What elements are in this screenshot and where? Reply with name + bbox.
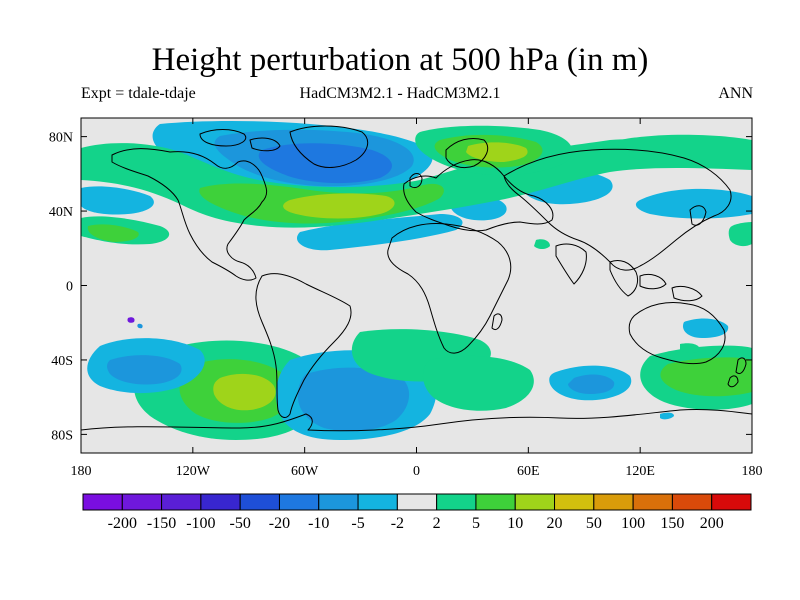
colorbar-swatch: [200, 493, 241, 511]
colorbar-label: 200: [700, 515, 724, 532]
colorbar-label: 2: [433, 515, 441, 532]
colorbar-swatch: [161, 493, 202, 511]
contour-indian-green: [422, 355, 534, 411]
colorbar-label: 100: [621, 515, 645, 532]
coast-madagascar: [491, 313, 503, 331]
y-tick-label: 40N: [49, 205, 73, 220]
colorbar-label: 50: [586, 515, 602, 532]
contour-tiny-blue: [660, 412, 674, 420]
contour-satl-mid: [297, 367, 410, 432]
season-label: ANN: [718, 85, 753, 102]
contour-scandinavia-core: [466, 142, 528, 162]
y-tick-label: 0: [66, 280, 73, 295]
coast-europe: [403, 159, 554, 232]
colorbar-label: -200: [108, 515, 137, 532]
axis-ticks: [80, 118, 753, 453]
model-label: HadCM3M2.1 - HadCM3M2.1: [299, 85, 501, 102]
page-title: Height perturbation at 500 hPa (in m): [151, 42, 649, 78]
colorbar-swatch: [514, 493, 556, 511]
map-area: [81, 118, 752, 453]
contour-northpac-band: [87, 224, 139, 242]
contour-westpac-green: [617, 134, 752, 167]
coast-japan: [689, 205, 707, 226]
colorbar-label: -150: [147, 515, 176, 532]
colorbar-label: -5: [351, 515, 364, 532]
colorbar-swatch: [396, 493, 438, 511]
colorbar-swatch: [671, 493, 713, 511]
contour-mideast-green: [534, 239, 550, 249]
coast-south-america: [255, 273, 352, 418]
colorbar-swatch: [82, 493, 123, 511]
x-tick-label: 0: [413, 464, 420, 479]
contour-npac-blue: [81, 186, 154, 215]
colorbar-swatch: [475, 493, 516, 511]
contour-tasman-band: [660, 357, 752, 397]
colorbar-label: -50: [230, 515, 251, 532]
colorbar-swatch: [318, 493, 359, 511]
coast-greenland: [289, 125, 369, 168]
coast-arctic-islands: [199, 129, 281, 152]
coast-india: [555, 243, 587, 285]
x-tick-label: 120W: [176, 464, 211, 479]
colorbar-label: 150: [660, 515, 684, 532]
colorbar-swatch: [121, 493, 163, 511]
colorbar-label: -10: [308, 515, 329, 532]
coastlines: [81, 125, 752, 432]
contour-atlantic-core: [283, 193, 395, 219]
contour-arctic-deep-blue: [258, 143, 392, 184]
colorbar-swatch: [436, 493, 477, 511]
x-tick-label: 180: [742, 464, 763, 479]
colorbar-label: -2: [391, 515, 404, 532]
colorbar: [82, 493, 752, 511]
colorbar-label: 20: [547, 515, 563, 532]
y-tick-label: 80N: [49, 131, 73, 146]
contour-atlantic-blue: [296, 214, 463, 251]
contour-swpac-blue-2: [107, 355, 182, 385]
x-tick-label: 60W: [291, 464, 319, 479]
coast-new-zealand: [727, 357, 747, 388]
x-tick-label: 60E: [517, 464, 540, 479]
colorbar-swatch: [357, 493, 398, 511]
y-tick-label: 80S: [51, 428, 73, 443]
experiment-label: Expt = tdale-tdaje: [81, 85, 196, 102]
y-tick-label: 40S: [51, 354, 73, 369]
axis-tick-labels: 80N 40N 0 40S 80S 180 120W 60W 0 60E 120E 180: [49, 131, 763, 479]
coast-britain: [409, 173, 423, 189]
colorbar-swatch: [278, 493, 320, 511]
contour-fills: [81, 121, 752, 440]
colorbar-label: -100: [186, 515, 215, 532]
colorbar-swatch: [593, 493, 634, 511]
coast-scandinavia: [445, 137, 489, 169]
colorbar-label: 10: [507, 515, 523, 532]
coast-southeast-asia: [609, 259, 703, 302]
x-tick-label: 120E: [625, 464, 655, 479]
colorbar-swatch: [239, 493, 280, 511]
colorbar-swatch: [632, 493, 673, 511]
contour-east-asia-green: [728, 222, 752, 247]
contour-indian-blue-core: [568, 374, 615, 394]
coast-asia: [503, 148, 732, 271]
colorbar-swatch: [711, 493, 752, 511]
contour-sepac-core: [213, 373, 276, 411]
coast-north-america: [111, 148, 268, 281]
colorbar-labels: -200 -150 -100 -50 -20 -10 -5 -2 2 5 10 20 50 100 150 2…: [108, 515, 724, 532]
contour-australia-blue: [682, 318, 729, 338]
x-tick-label: 180: [71, 464, 92, 479]
coast-africa: [387, 223, 512, 354]
coast-australia: [628, 302, 726, 365]
contour-purple-dot: [127, 317, 135, 323]
contour-pac-tiny-green: [680, 343, 700, 353]
colorbar-label: -20: [269, 515, 290, 532]
colorbar-swatch: [554, 493, 595, 511]
colorbar-label: 5: [472, 515, 480, 532]
coast-antarctica: [81, 408, 752, 432]
contour-blue-dot: [137, 323, 143, 329]
